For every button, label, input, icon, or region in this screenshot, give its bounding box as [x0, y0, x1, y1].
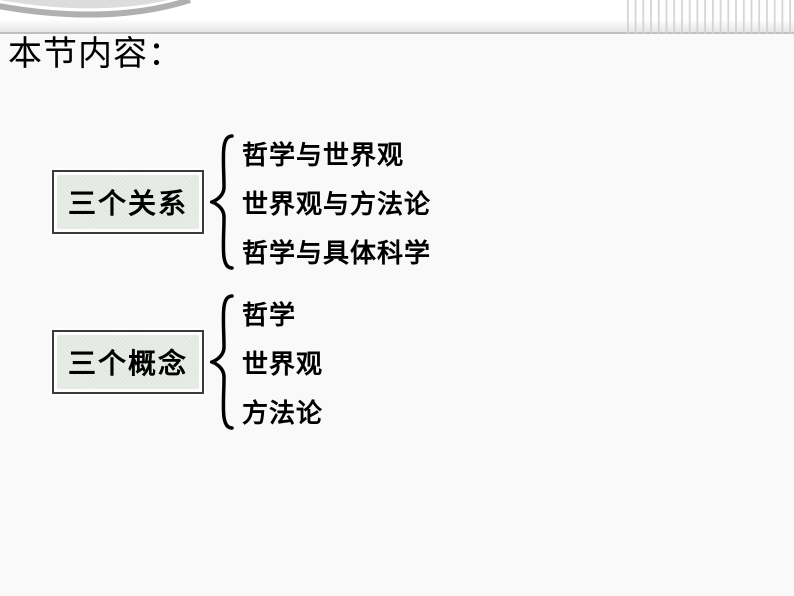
- list-item: 哲学: [242, 295, 323, 332]
- group-relations: 三个关系 哲学与世界观 世界观与方法论 哲学与具体科学: [52, 132, 431, 272]
- brace-icon: [210, 132, 234, 272]
- list-item: 方法论: [242, 393, 323, 430]
- section-title: 本节内容：: [8, 26, 183, 75]
- list-item: 哲学与世界观: [242, 135, 431, 172]
- group-concepts: 三个概念 哲学 世界观 方法论: [52, 292, 323, 432]
- label-box-concepts: 三个概念: [52, 330, 204, 394]
- list-item: 哲学与具体科学: [242, 233, 431, 270]
- brace-icon: [210, 292, 234, 432]
- items-concepts: 哲学 世界观 方法论: [242, 295, 323, 430]
- label-box-relations: 三个关系: [52, 170, 204, 234]
- items-relations: 哲学与世界观 世界观与方法论 哲学与具体科学: [242, 135, 431, 270]
- list-item: 世界观与方法论: [242, 184, 431, 221]
- vertical-lines-decor: [624, 0, 794, 34]
- list-item: 世界观: [242, 344, 323, 381]
